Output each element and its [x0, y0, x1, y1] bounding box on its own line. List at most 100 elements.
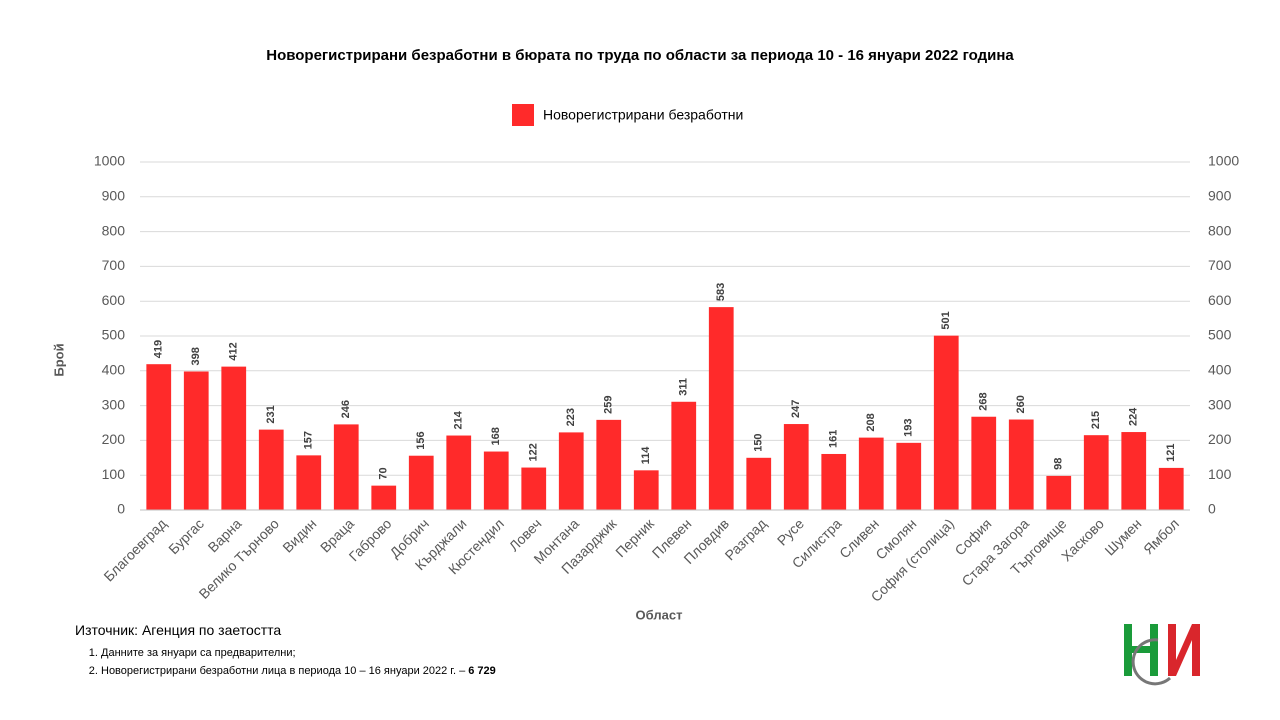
- x-tick-label: Ямбол: [1140, 515, 1182, 557]
- y2-tick-label: 100: [1208, 466, 1232, 482]
- footnotes: Данните за януари са предварителни; Ново…: [75, 644, 496, 680]
- bar: [146, 364, 172, 510]
- x-tick-label: Бургас: [165, 515, 207, 557]
- y2-tick-label: 800: [1208, 222, 1232, 238]
- bar: [333, 424, 359, 510]
- y2-tick-label: 300: [1208, 396, 1232, 412]
- value-label: 121: [1165, 444, 1177, 462]
- value-label: 98: [1053, 458, 1065, 470]
- logo: [1124, 624, 1200, 686]
- notes: Източник: Агенция по заетостта Данните з…: [75, 622, 496, 680]
- footnote-total: 6 729: [468, 665, 496, 677]
- legend-swatch: [512, 104, 534, 126]
- y-tick-label: 100: [102, 466, 126, 482]
- value-label: 268: [978, 392, 990, 410]
- bar: [1008, 419, 1034, 510]
- source: Източник: Агенция по заетостта: [75, 622, 282, 638]
- value-label: 231: [265, 405, 277, 423]
- footnote-text: Данните за януари са предварителни;: [101, 647, 296, 659]
- value-label: 419: [153, 340, 165, 358]
- value-label: 223: [565, 408, 577, 426]
- footnote: Данните за януари са предварителни;: [101, 644, 496, 662]
- value-label: 501: [940, 311, 952, 329]
- value-label: 215: [1090, 411, 1102, 429]
- value-label: 193: [903, 418, 915, 436]
- value-label: 157: [303, 431, 315, 449]
- bar: [1083, 435, 1109, 510]
- value-label: 412: [228, 342, 240, 360]
- bar: [183, 371, 209, 510]
- y2-tick-label: 600: [1208, 292, 1232, 308]
- y-tick-label: 900: [102, 188, 126, 204]
- value-label: 122: [528, 443, 540, 461]
- value-label: 224: [1128, 407, 1140, 426]
- x-tick-label: Русе: [774, 515, 807, 548]
- value-label: 156: [415, 431, 427, 449]
- value-label: 583: [715, 283, 727, 301]
- value-label: 398: [190, 347, 202, 365]
- y-tick-label: 300: [102, 396, 126, 412]
- y2-tick-label: 400: [1208, 362, 1232, 378]
- x-tick-label: Благоевград: [100, 515, 169, 584]
- bar: [558, 432, 584, 510]
- value-label: 168: [490, 427, 502, 445]
- y-tick-label: 800: [102, 222, 126, 238]
- value-label: 161: [828, 430, 840, 448]
- bar: [708, 307, 734, 510]
- x-tick-label: Разград: [722, 515, 770, 563]
- value-label: 208: [865, 413, 877, 431]
- bar: [1158, 467, 1184, 510]
- bar: [521, 467, 547, 510]
- bar: [783, 424, 809, 510]
- value-label: 150: [753, 433, 765, 451]
- y-tick-label: 400: [102, 362, 126, 378]
- bar: [858, 437, 884, 510]
- y2-tick-label: 500: [1208, 327, 1232, 343]
- bar: [446, 435, 472, 510]
- y2-tick-label: 900: [1208, 188, 1232, 204]
- bar: [371, 485, 397, 510]
- bar: [896, 442, 922, 510]
- bar: [746, 457, 772, 510]
- x-axis-label: Област: [636, 607, 683, 622]
- footnote: Новорегистрирани безработни лица в перио…: [101, 662, 496, 680]
- y-tick-label: 700: [102, 257, 126, 273]
- bar: [221, 366, 247, 510]
- value-label: 247: [790, 400, 802, 418]
- y2-tick-label: 200: [1208, 431, 1232, 447]
- y-tick-label: 1000: [94, 153, 125, 169]
- value-label: 246: [340, 400, 352, 418]
- y-tick-label: 600: [102, 292, 126, 308]
- y-tick-label: 0: [117, 501, 125, 517]
- y2-tick-label: 0: [1208, 501, 1216, 517]
- y-tick-label: 500: [102, 327, 126, 343]
- value-label: 260: [1015, 395, 1027, 413]
- bar: [971, 416, 997, 510]
- footnote-text: Новорегистрирани безработни лица в перио…: [101, 665, 469, 677]
- bar: [596, 419, 622, 510]
- bar: [408, 455, 434, 510]
- chart-title: Новорегистрирани безработни в бюрата по …: [266, 47, 1014, 64]
- y-axis-label: Брой: [51, 343, 66, 376]
- bar: [1121, 432, 1147, 510]
- y2-tick-label: 700: [1208, 257, 1232, 273]
- bar: [633, 470, 659, 510]
- bar: [1046, 475, 1072, 510]
- bar: [933, 335, 959, 510]
- value-label: 70: [378, 467, 390, 479]
- x-tick-label: Шумен: [1101, 515, 1144, 558]
- value-label: 114: [640, 446, 652, 465]
- y-tick-label: 200: [102, 431, 126, 447]
- value-label: 259: [603, 396, 615, 414]
- y2-tick-label: 1000: [1208, 153, 1239, 169]
- x-tick-label: Видин: [279, 515, 319, 555]
- legend-label: Новорегистрирани безработни: [543, 107, 743, 123]
- bar: [296, 455, 322, 510]
- bar: [483, 451, 509, 510]
- value-label: 214: [453, 410, 465, 429]
- bar: [671, 401, 697, 510]
- bar: [821, 453, 847, 510]
- bar: [258, 429, 284, 510]
